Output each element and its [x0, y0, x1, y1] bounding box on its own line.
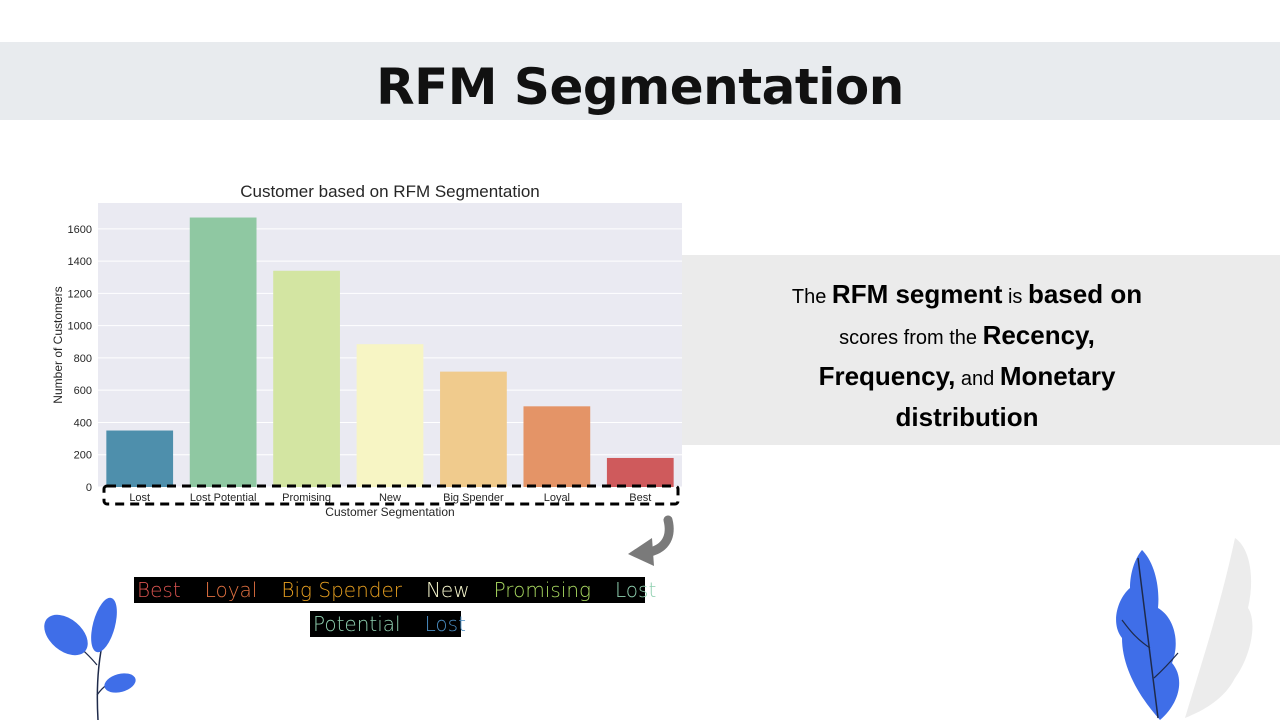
desc-strong: RFM segment	[831, 279, 1003, 309]
y-axis-label: Number of Customers	[51, 286, 65, 403]
legend-label-big-spender: Big Spender	[281, 578, 402, 602]
chart-title: Customer based on RFM Segmentation	[240, 182, 540, 201]
bar-big-spender	[440, 371, 507, 487]
x-tick-label: Lost	[129, 492, 150, 504]
desc-text: scores from the	[839, 327, 983, 349]
legend-label-best: Best	[137, 578, 181, 602]
y-tick-label: 0	[86, 482, 92, 494]
y-tick-label: 1200	[68, 288, 92, 300]
y-tick-label: 1000	[68, 321, 92, 333]
desc-text: is	[1002, 286, 1028, 308]
category-highlight-box	[102, 484, 680, 506]
y-tick-label: 800	[74, 353, 92, 365]
rfm-bar-chart: Customer based on RFM Segmentation 0 200 4…	[51, 182, 682, 519]
desc-text: The	[791, 286, 832, 308]
plant-leaf-icon	[44, 597, 136, 720]
info-box	[682, 255, 1280, 445]
bar-promising	[273, 270, 340, 487]
legend-label-potential: Potential	[313, 612, 401, 636]
title-band	[0, 42, 1280, 120]
legend-label-new: New	[425, 578, 470, 602]
y-tick-label: 1400	[68, 256, 92, 268]
desc-text: and	[955, 368, 1000, 390]
segment-order-line-2: Potential Lost	[310, 611, 466, 637]
bar-lost	[106, 430, 174, 487]
curved-arrow-icon	[628, 515, 674, 566]
y-tick-label: 600	[74, 385, 92, 397]
y-tick-label: 1600	[68, 224, 92, 236]
desc-strong: distribution	[895, 402, 1039, 432]
x-tick-label: New	[379, 492, 401, 504]
desc-strong: Monetary	[999, 361, 1116, 391]
y-tick-labels: 0 200 400 600 800 1000 1200 1400 1600	[68, 224, 92, 494]
segment-order-line-1: Best Loyal Big Spender New Promising Lost	[134, 577, 656, 603]
x-axis-label: Customer Segmentation	[325, 505, 454, 519]
bar-loyal	[523, 406, 591, 487]
legend-label-promising: Promising	[493, 578, 592, 602]
bars	[106, 217, 674, 487]
legend-label-loyal: Loyal	[204, 578, 258, 602]
plant-leaves-icon	[1116, 538, 1253, 720]
x-tick-label: Big Spender	[443, 492, 504, 504]
bar-best	[606, 457, 674, 487]
x-tick-labels: Lost Lost Potential Promising New Big Spende…	[129, 492, 651, 504]
x-tick-label: Best	[629, 492, 651, 504]
x-tick-label: Lost Potential	[190, 492, 257, 504]
desc-strong: Frequency,	[818, 361, 956, 391]
x-tick-label: Loyal	[544, 492, 570, 504]
y-tick-label: 400	[74, 417, 92, 429]
legend-label-lost-potential: Lost	[615, 578, 657, 602]
desc-strong: Recency,	[982, 320, 1095, 350]
slide-title: RFM Segmentation	[376, 58, 904, 116]
legend-label-lost: Lost	[424, 612, 466, 636]
desc-strong: based on	[1027, 279, 1143, 309]
x-tick-label: Promising	[282, 492, 331, 504]
y-tick-label: 200	[74, 450, 92, 462]
rfm-description: The RFM segment is based on scores from …	[760, 275, 1174, 439]
bar-lost-potential	[189, 217, 257, 487]
bar-new	[356, 344, 424, 487]
